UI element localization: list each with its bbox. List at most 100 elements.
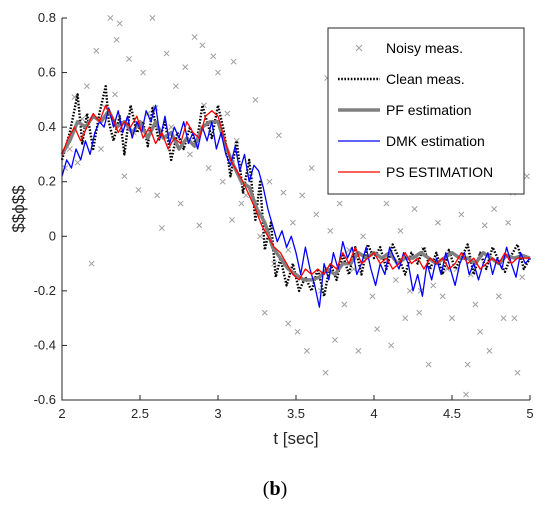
caption-close-paren: ) [280,478,288,500]
noisy-point [449,315,455,322]
legend-label: DMK estimation [386,133,485,149]
legend-label: Clean meas. [386,71,465,87]
noisy-point [93,47,100,54]
noisy-point [112,91,118,98]
noisy-point [88,260,95,267]
noisy-point [458,211,465,218]
noisy-point [285,246,292,253]
noisy-point [491,206,498,212]
noisy-point [500,315,507,322]
x-tick-label: 5 [526,406,533,421]
noisy-point [199,42,206,49]
noisy-point [411,206,418,212]
y-tick-label: 0.8 [38,10,56,25]
noisy-point [416,309,423,316]
noisy-point [360,233,367,240]
series-2 [60,109,531,282]
legend-swatch [355,44,363,52]
series-line [61,104,530,281]
noisy-point [289,219,296,226]
noisy-point [322,369,329,376]
noisy-point [261,309,268,316]
noisy-point [336,200,343,207]
noisy-point [219,178,226,185]
noisy-point [168,124,175,131]
noisy-point [406,287,413,294]
noisy-point [313,211,320,218]
x-axis-label: t [sec] [273,429,318,448]
noisy-point [327,227,334,234]
noisy-point [257,233,264,240]
noisy-point [186,151,193,158]
noisy-point [230,58,237,65]
noisy-point [383,200,390,207]
legend: Noisy meas. Clean meas. PF estimation DMK e… [327,27,525,195]
noisy-point [392,276,399,283]
chart: 2 2.5 3 3.5 4 4.5 5 -0.6 -0.4 -0.2 0 0.2 0.4 0.6 0.8 t … [9,10,534,448]
noisy-point [252,96,259,103]
y-tick-label: 0.4 [38,119,56,134]
noisy-point [481,222,488,229]
noisy-point [191,34,198,41]
noisy-point [107,15,114,21]
noisy-point [84,83,90,90]
noisy-point [463,391,469,398]
noisy-point [303,347,310,354]
noisy-point [135,186,142,193]
series-line [60,84,532,298]
noisy-point [266,178,273,185]
noisy-point [238,200,245,207]
noisy-point [172,83,179,90]
noisy-point [332,337,338,343]
noisy-point [444,266,451,272]
noisy-point [299,192,306,199]
series-line [60,109,531,282]
series-4 [61,104,530,281]
noisy-point [435,219,441,226]
x-tick-label: 4 [370,406,377,421]
noisy-point [505,219,512,226]
noisy-point [519,274,526,281]
noisy-point [126,55,133,62]
legend-label: Noisy meas. [386,40,463,56]
figure-caption: (b) [0,478,550,501]
noisy-point [430,282,437,289]
noisy-point [158,225,165,232]
noisy-point [425,361,432,368]
legend-label: PS ESTIMATION [386,164,493,180]
y-tick-label: 0.6 [38,65,56,80]
noisy-point [196,222,203,229]
noisy-point [210,53,217,60]
noisy-point [280,189,287,196]
noisy-point [472,301,479,308]
noisy-point [402,315,409,322]
noisy-point [341,301,348,308]
caption-letter: b [269,478,281,500]
noisy-point [486,347,493,354]
noisy-point [121,173,128,180]
noisy-point [514,369,521,376]
noisy-point [215,69,221,76]
noisy-point [397,227,404,234]
noisy-point [308,165,315,172]
y-axis-label: $$ϕ$$ [9,185,28,233]
noisy-point [511,315,518,322]
x-tick-label: 4.5 [443,406,461,421]
noisy-point [355,347,362,354]
noisy-point [369,293,376,300]
noisy-point [182,64,189,71]
noisy-point [177,200,184,207]
series-1 [60,84,532,298]
noisy-point [229,216,235,223]
noisy-point [275,132,282,139]
noisy-point [477,328,484,335]
noisy-point [154,192,161,199]
noisy-point [374,326,381,333]
y-tick-label: -0.2 [34,283,56,298]
noisy-point [439,293,446,300]
series-0 [62,15,530,398]
noisy-point [98,146,104,152]
x-tick-label: 3 [214,406,221,421]
noisy-point [205,165,212,172]
x-tick-label: 2 [58,406,65,421]
